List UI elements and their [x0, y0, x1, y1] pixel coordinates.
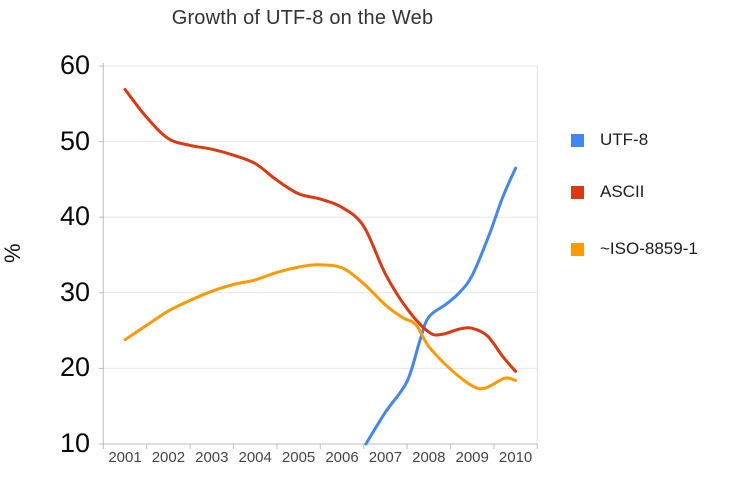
x-tick-label: 2002 [151, 449, 186, 466]
y-tick-label: 40 [59, 201, 90, 232]
x-tick-label: 2010 [498, 449, 533, 466]
y-tick-label: 30 [59, 276, 90, 307]
x-tick-label: 2001 [108, 449, 142, 466]
legend-item-ascii: ASCII [571, 182, 644, 202]
legend-item-iso-8859-1: ~ISO-8859-1 [571, 239, 698, 259]
x-tick-label: 2007 [368, 449, 403, 466]
x-tick-label: 2009 [455, 449, 489, 466]
x-tick-label: 2005 [281, 449, 316, 466]
iso-8859-1-line [123, 263, 518, 391]
utf-8-line [364, 166, 518, 446]
y-tick-label: 10 [59, 428, 90, 458]
x-tick-label: 2003 [195, 449, 229, 466]
y-tick-label: 60 [59, 50, 90, 80]
legend-color-swatch [571, 242, 584, 256]
legend-item-label: ASCII [600, 182, 645, 201]
y-tick-label: 50 [59, 125, 90, 156]
legend-color-swatch [571, 185, 584, 199]
legend-item-label: ~ISO-8859-1 [600, 239, 698, 258]
chart-title: Growth of UTF-8 on the Web [171, 7, 434, 29]
x-tick-label: 2006 [325, 449, 359, 466]
legend-item-label: UTF-8 [600, 130, 649, 149]
x-tick-label: 2004 [238, 449, 272, 466]
y-tick-label: 20 [59, 352, 90, 383]
legend-item-utf-8: UTF-8 [571, 130, 648, 150]
ascii-line [123, 87, 518, 373]
legend-color-swatch [571, 133, 584, 147]
x-tick-label: 2008 [412, 449, 446, 466]
